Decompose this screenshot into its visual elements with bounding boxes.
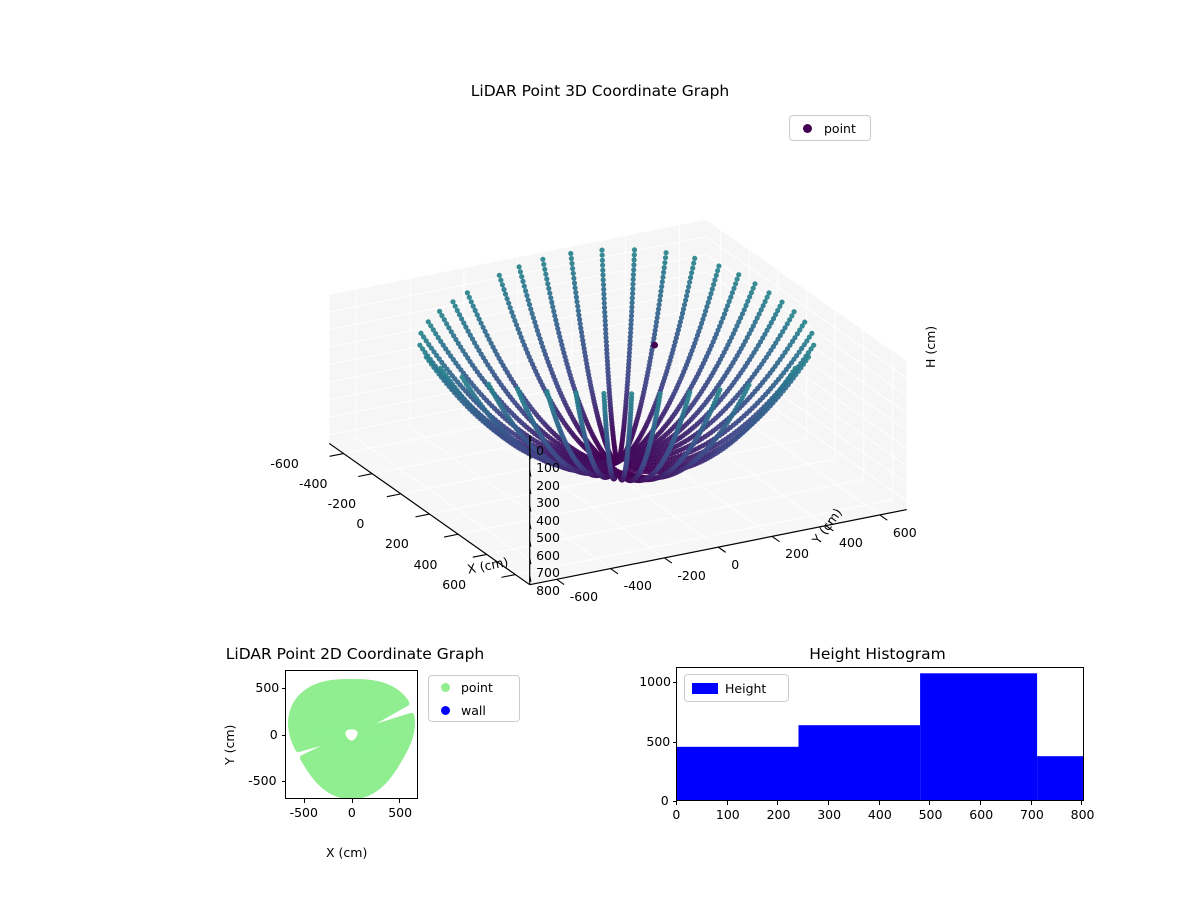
plot3d-ztick: 100 <box>536 460 560 475</box>
plot3d-xtick: 200 <box>385 536 409 551</box>
histogram-xtick-mark <box>1030 801 1032 805</box>
plot3d-ztick: 0 <box>536 443 544 458</box>
histogram-xtick-mark <box>980 801 982 805</box>
lidar-2d-canvas <box>288 679 415 798</box>
plot3d-ztick: 400 <box>536 513 560 528</box>
legend-label: Height <box>725 681 766 696</box>
lidar-3d-axes[interactable] <box>300 140 920 630</box>
legend-entry-point: point <box>790 116 870 140</box>
histogram-xtick-mark <box>828 801 830 805</box>
histogram-xtick: 400 <box>868 807 892 822</box>
plot2d-ytick-mark <box>281 734 285 736</box>
plot3d-ytick: -400 <box>624 578 652 593</box>
plot3d-title: LiDAR Point 3D Coordinate Graph <box>0 82 1200 100</box>
histogram-xtick: 100 <box>716 807 740 822</box>
histogram-xtick-mark <box>1081 801 1083 805</box>
circle-icon <box>790 123 824 133</box>
plot2d-ytick: -500 <box>248 773 276 788</box>
histogram-xtick-mark <box>777 801 779 805</box>
legend-label: point <box>461 680 493 695</box>
plot2d-xtick-mark <box>351 799 353 803</box>
plot2d-ylabel: Y (cm) <box>222 725 237 765</box>
plot3d-zlabel: H (cm) <box>923 326 938 368</box>
plot2d-ytick: 500 <box>255 680 279 695</box>
histogram-xtick-mark <box>676 801 677 805</box>
plot2d-xtick: -500 <box>290 805 318 820</box>
plot2d-title: LiDAR Point 2D Coordinate Graph <box>155 645 555 663</box>
plot3d-xtick: -400 <box>299 476 327 491</box>
histogram-xtick: 0 <box>672 807 680 822</box>
histogram-legend[interactable]: Height <box>684 674 789 702</box>
plot3d-ytick: 400 <box>839 535 863 550</box>
histogram-xtick-mark <box>929 801 931 805</box>
histogram-bars <box>677 673 1083 800</box>
plot2d-ytick-mark <box>281 780 285 782</box>
circle-icon <box>429 683 461 692</box>
plot2d-xtick: 500 <box>388 805 412 820</box>
plot3d-ztick: 600 <box>536 548 560 563</box>
plot3d-ytick: 0 <box>731 557 739 572</box>
plot2d-ytick: 0 <box>270 727 278 742</box>
plot3d-ztick: 800 <box>536 583 560 598</box>
histogram-ytick: 0 <box>661 793 669 808</box>
plot2d-xtick: 0 <box>348 805 356 820</box>
plot3d-xtick: 0 <box>356 516 364 531</box>
histogram-xtick-mark <box>878 801 880 805</box>
histogram-xtick: 300 <box>817 807 841 822</box>
plot3d-ytick: 200 <box>785 546 809 561</box>
histogram-ytick-mark <box>672 801 676 802</box>
legend-label: wall <box>461 703 486 718</box>
plot2d-xtick-mark <box>398 799 400 803</box>
plot3d-ytick: 600 <box>893 525 917 540</box>
sensor-origin-marker <box>651 341 659 349</box>
histogram-xtick: 700 <box>1020 807 1044 822</box>
legend-entry-point: point <box>429 676 519 699</box>
lidar-3d-canvas <box>328 218 908 586</box>
histogram-title: Height Histogram <box>645 645 1110 663</box>
lidar-2d-axes[interactable] <box>285 670 418 799</box>
histogram-xtick: 200 <box>767 807 791 822</box>
histogram-ytick: 1000 <box>639 674 671 689</box>
bar-swatch-icon <box>685 682 725 694</box>
histogram-ytick-mark <box>672 741 676 743</box>
plot3d-xtick: -600 <box>270 456 298 471</box>
plot3d-ztick: 200 <box>536 478 560 493</box>
plot3d-ztick: 700 <box>536 565 560 580</box>
plot3d-ytick: -600 <box>570 589 598 604</box>
point-cloud-2d <box>288 679 415 798</box>
legend-entry-height: Height <box>685 675 788 701</box>
plot3d-xtick: 400 <box>414 557 438 572</box>
histogram-xtick: 600 <box>969 807 993 822</box>
histogram-xtick: 500 <box>919 807 943 822</box>
plot2d-ytick-mark <box>281 688 285 690</box>
histogram-ytick: 500 <box>646 734 670 749</box>
plot2d-legend[interactable]: point wall <box>428 675 520 722</box>
legend-label: point <box>824 121 856 136</box>
plot3d-ytick: -200 <box>677 568 705 583</box>
circle-icon <box>429 706 461 715</box>
plot3d-ztick: 500 <box>536 530 560 545</box>
plot3d-ztick: 300 <box>536 495 560 510</box>
histogram-canvas <box>677 673 1083 800</box>
histogram-xtick-mark <box>726 801 728 805</box>
legend-entry-wall: wall <box>429 699 519 722</box>
plot3d-legend[interactable]: point <box>789 115 871 141</box>
plot2d-xtick-mark <box>304 799 305 803</box>
histogram-xtick: 800 <box>1071 807 1095 822</box>
plot3d-xtick: 600 <box>442 577 466 592</box>
plot3d-xtick: -200 <box>328 496 356 511</box>
histogram-ytick-mark <box>672 682 676 684</box>
plot2d-xlabel: X (cm) <box>326 845 367 860</box>
